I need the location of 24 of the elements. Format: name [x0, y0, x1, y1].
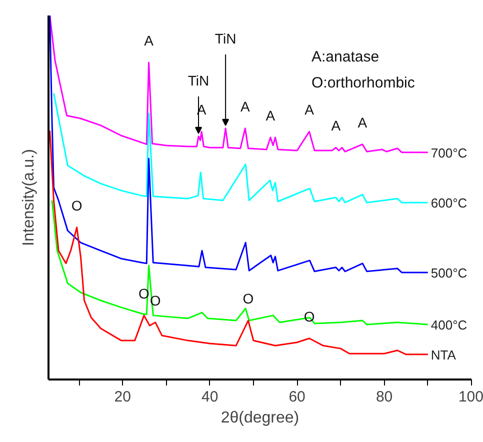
x-tick-label: 40 [202, 388, 218, 406]
annotation: A [304, 102, 315, 118]
annotation: TiN [188, 72, 210, 88]
x-tick-label: 100 [458, 388, 483, 406]
series-label: NTA [430, 347, 456, 362]
x-axis-title: 2θ(degree) [220, 410, 300, 426]
annotation: A [240, 98, 251, 114]
series-label: 500°C [430, 265, 468, 280]
y-axis-title: Intensity(a.u.) [20, 149, 38, 246]
x-tick-label: 60 [288, 388, 306, 406]
series-label: 400°C [430, 318, 468, 333]
annotation: A [266, 107, 276, 124]
annotation: O [242, 290, 254, 307]
annotation: A [358, 114, 368, 130]
series-label: 700°C [430, 145, 468, 160]
series-label: 600°C [430, 196, 468, 211]
annotation: A:anatase [312, 48, 380, 66]
annotation: O [71, 197, 82, 214]
annotation: TiN [214, 30, 236, 46]
x-tick-label: 80 [376, 388, 393, 406]
annotation: A [331, 118, 342, 134]
x-tick-label: 20 [114, 388, 131, 406]
annotation: O:orthorhombic [312, 74, 416, 92]
annotation: A [144, 32, 154, 48]
